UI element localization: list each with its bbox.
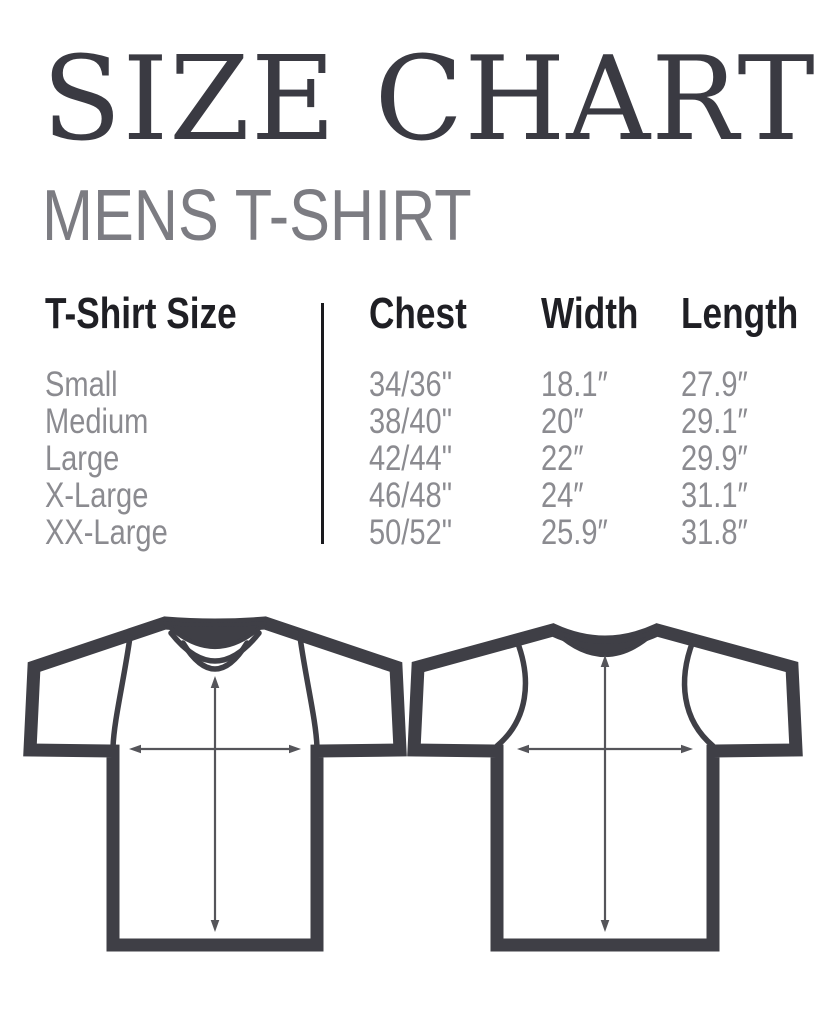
length-value: 29.1″ xyxy=(681,402,748,441)
table-row-large: Large 42/44" 22″ 29.9″ xyxy=(45,440,795,477)
size-label: X-Large xyxy=(45,476,149,515)
chest-value: 38/40" xyxy=(369,402,453,441)
table-vertical-divider xyxy=(321,303,324,544)
size-label: Small xyxy=(45,365,118,404)
length-arrow-back xyxy=(600,655,610,932)
length-value: 27.9″ xyxy=(681,365,748,404)
width-arrow-back xyxy=(517,744,693,754)
tshirt-front-armhole-left xyxy=(110,634,133,750)
tshirt-back-collar xyxy=(551,628,659,657)
size-table-header-row: T-Shirt Size Chest Width Length xyxy=(45,289,798,338)
column-header-width: Width xyxy=(541,289,639,338)
tshirt-back-armhole-right xyxy=(681,638,716,749)
width-value: 18.1″ xyxy=(541,365,608,404)
tshirt-front-armhole-right xyxy=(297,634,320,750)
width-value: 22″ xyxy=(541,439,584,478)
chest-value: 46/48" xyxy=(369,476,453,515)
table-row-x-large: X-Large 46/48" 24″ 31.1″ xyxy=(45,477,795,514)
column-header-chest: Chest xyxy=(369,289,467,338)
chest-value: 34/36" xyxy=(369,365,453,404)
size-label: Large xyxy=(45,439,120,478)
size-table: T-Shirt Size Chest Width Length Small 34… xyxy=(45,289,798,552)
width-value: 24″ xyxy=(541,476,584,515)
tshirt-front-diagram xyxy=(23,616,407,952)
table-row-xx-large: XX-Large 50/52" 25.9″ 31.8″ xyxy=(45,514,795,551)
size-label: XX-Large xyxy=(45,513,168,552)
column-header-length: Length xyxy=(681,289,799,338)
length-arrow-front xyxy=(210,676,220,932)
chest-value: 50/52" xyxy=(369,513,453,552)
column-header-size: T-Shirt Size xyxy=(45,289,237,338)
tshirt-back-armhole-left xyxy=(494,638,529,749)
size-table-body: Small 34/36" 18.1″ 27.9″ Medium 38/40" 2… xyxy=(45,366,795,551)
width-value: 25.9″ xyxy=(541,513,608,552)
length-value: 31.8″ xyxy=(681,513,748,552)
tshirt-back-diagram xyxy=(407,623,803,952)
table-row-small: Small 34/36" 18.1″ 27.9″ xyxy=(45,366,795,403)
tshirt-front-collar-rib-2 xyxy=(180,640,250,672)
tshirt-front-collar xyxy=(163,621,267,649)
table-row-medium: Medium 38/40" 20″ 29.1″ xyxy=(45,403,795,440)
size-label: Medium xyxy=(45,402,149,441)
page-title: SIZE CHART xyxy=(42,32,816,167)
width-value: 20″ xyxy=(541,402,584,441)
page-subtitle: MENS T-SHIRT xyxy=(42,176,472,256)
length-value: 31.1″ xyxy=(681,476,748,515)
width-arrow-front xyxy=(129,744,301,754)
length-value: 29.9″ xyxy=(681,439,748,478)
chest-value: 42/44" xyxy=(369,439,453,478)
tshirt-diagrams xyxy=(23,616,803,952)
